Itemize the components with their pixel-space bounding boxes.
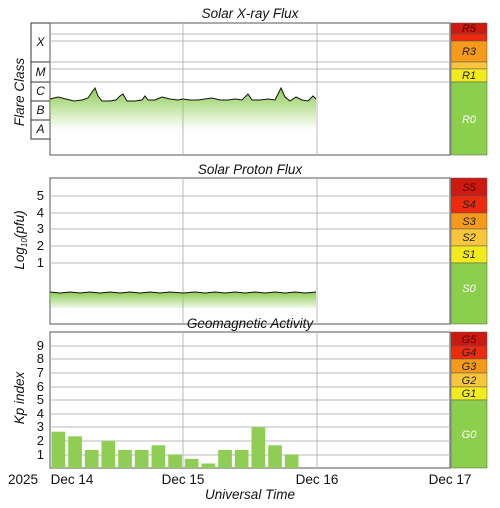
- scale-g0: G0: [462, 429, 478, 441]
- kp-bar: [234, 449, 249, 468]
- xray-plot-area: [49, 22, 451, 156]
- scale-r5: R5: [462, 23, 477, 35]
- flare-class-m: M: [36, 65, 46, 79]
- flare-class-a: A: [35, 122, 44, 136]
- xtick-dec16: Dec 16: [296, 472, 339, 487]
- xray-r-scale: R5 R3 R1 R0: [450, 22, 488, 156]
- scale-r0: R0: [462, 114, 477, 126]
- proton-ylabel: Log10(pfu): [12, 210, 29, 269]
- kp-bar: [168, 454, 182, 468]
- scale-r3: R3: [462, 46, 477, 58]
- kp-bar: [51, 431, 66, 468]
- geomag-ytick-7: 7: [37, 365, 44, 380]
- proton-grid: [50, 178, 450, 324]
- scale-s1: S1: [462, 249, 475, 261]
- kp-bar: [268, 445, 282, 468]
- flare-class-x: X: [35, 35, 45, 49]
- x-start-year: 2025: [8, 472, 38, 487]
- geomag-grid: [50, 332, 450, 468]
- xray-grid: [50, 23, 450, 155]
- proton-title: Solar Proton Flux: [198, 162, 304, 177]
- geomag-ytick-5: 5: [37, 392, 44, 407]
- scale-s4: S4: [462, 199, 475, 211]
- kp-bar: [118, 449, 132, 468]
- xtick-dec17: Dec 17: [429, 472, 472, 487]
- geomag-yticks: 9 8 7 6 5 4 3 2 1: [37, 338, 44, 462]
- proton-panel: Solar Proton Flux Log10(pfu) 5 4 3 2 1: [12, 162, 488, 325]
- proton-ytick-1: 1: [37, 255, 44, 270]
- xray-flux-line: [49, 86, 317, 102]
- kp-bar: [84, 449, 99, 468]
- flare-class-boxes: X M C B A: [30, 22, 51, 140]
- kp-bar: [284, 454, 299, 468]
- geomag-ytick-3: 3: [37, 419, 44, 434]
- proton-s-scale: S5 S4 S3 S2 S1 S0: [450, 177, 488, 325]
- geomag-ytick-9: 9: [37, 338, 44, 353]
- kp-bar: [134, 449, 149, 468]
- scale-g3: G3: [462, 361, 478, 373]
- proton-ytick-5: 5: [37, 188, 44, 203]
- xtick-dec15: Dec 15: [162, 472, 205, 487]
- proton-ytick-3: 3: [37, 221, 44, 236]
- kp-bar: [201, 463, 216, 468]
- xray-panel: Solar X-ray Flux Flare Class X M C B A: [12, 6, 488, 156]
- scale-g5: G5: [462, 334, 478, 346]
- x-axis-label: Universal Time: [205, 487, 295, 502]
- flare-class-c: C: [36, 84, 45, 98]
- geomag-ytick-2: 2: [37, 433, 44, 448]
- scale-g4: G4: [462, 347, 477, 359]
- scale-g2: G2: [462, 375, 477, 387]
- kp-bar: [218, 449, 232, 468]
- proton-flux-area: [49, 291, 317, 308]
- scale-s2: S2: [462, 232, 475, 244]
- geomag-ytick-4: 4: [37, 406, 44, 421]
- scale-s3: S3: [462, 216, 476, 228]
- proton-ytick-2: 2: [37, 238, 44, 253]
- kp-bars: [51, 427, 299, 468]
- x-axis: 2025 Dec 14 Dec 15 Dec 16 Dec 17 Univers…: [8, 472, 471, 502]
- proton-flux-line: [49, 291, 317, 294]
- scale-s0: S0: [462, 283, 476, 295]
- geomag-ytick-1: 1: [37, 447, 44, 462]
- geomag-panel: Geomagnetic Activity Kp index 9 8 7 6 5 …: [12, 316, 488, 469]
- scale-r1: R1: [462, 70, 476, 82]
- xtick-dec14: Dec 14: [51, 472, 94, 487]
- geomag-ylabel: Kp index: [12, 370, 27, 424]
- kp-bar: [68, 436, 82, 468]
- geomag-ytick-6: 6: [37, 379, 44, 394]
- kp-bar: [251, 427, 266, 468]
- scale-g1: G1: [462, 388, 477, 400]
- proton-yticks: 5 4 3 2 1: [37, 188, 44, 270]
- proton-flux-fill: [50, 292, 316, 308]
- flare-class-b: B: [36, 103, 44, 117]
- kp-bar: [151, 445, 166, 468]
- xray-ylabel: Flare Class: [12, 58, 27, 127]
- geomag-title: Geomagnetic Activity: [187, 316, 315, 331]
- proton-ytick-4: 4: [37, 205, 44, 220]
- geomag-g-scale: G5 G4 G3 G2 G1 G0: [450, 331, 488, 469]
- xray-flux-fill: [50, 88, 316, 130]
- kp-bar: [101, 440, 116, 468]
- kp-bar: [184, 458, 199, 468]
- xray-flux-area: [49, 86, 317, 130]
- scale-s5: S5: [462, 182, 476, 194]
- xray-title: Solar X-ray Flux: [202, 6, 300, 21]
- geomag-ytick-8: 8: [37, 351, 44, 366]
